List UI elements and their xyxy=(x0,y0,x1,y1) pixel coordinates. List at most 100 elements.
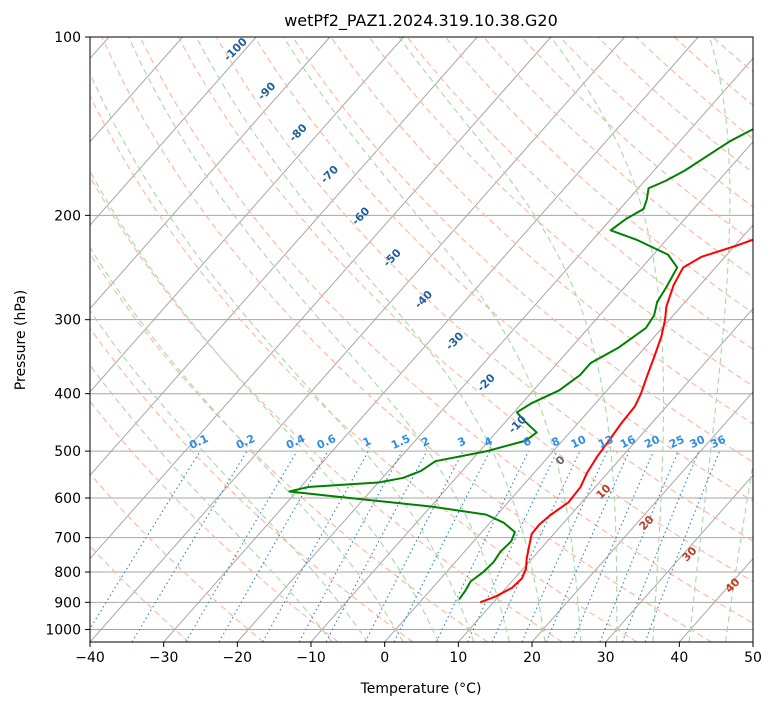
y-tick-label: 500 xyxy=(54,444,81,460)
dry-adiabat-line xyxy=(215,37,753,542)
x-tick-label: −40 xyxy=(75,650,105,666)
mixing-ratio-label: 30 xyxy=(688,433,708,451)
moist-adiabat-line xyxy=(90,170,439,642)
y-tick-label: 1000 xyxy=(45,622,81,638)
dry-adiabat-line xyxy=(90,327,414,642)
mixing-ratio-label: 16 xyxy=(618,433,638,451)
dry-adiabat-line xyxy=(368,37,753,387)
temperature-profile-line xyxy=(479,238,753,604)
mixing-ratio-label: 0.4 xyxy=(284,432,307,452)
isotherm-line xyxy=(90,37,625,642)
mixing-ratio-line xyxy=(435,450,530,642)
dry-adiabat-label: -50 xyxy=(381,246,404,269)
mixing-ratio-line xyxy=(131,450,248,642)
x-tick-label: 30 xyxy=(597,650,615,666)
mixing-ratio-line xyxy=(467,450,558,642)
isotherm-line xyxy=(384,224,753,642)
x-tick-label: −20 xyxy=(223,650,253,666)
isotherm-line xyxy=(90,37,331,310)
dry-adiabat-label: -30 xyxy=(443,329,466,352)
isotherm-line xyxy=(310,141,753,642)
mixing-ratio-line xyxy=(393,450,491,642)
moist-adiabat-label: 20 xyxy=(637,513,657,533)
dry-adiabat-line xyxy=(90,94,638,642)
isotherm-line xyxy=(90,37,552,560)
y-tick-label: 300 xyxy=(54,313,81,329)
dry-adiabat-label: -70 xyxy=(318,163,341,186)
isotherm-line xyxy=(90,37,404,393)
mixing-ratio-line xyxy=(298,450,403,642)
dry-adiabat-line xyxy=(177,37,753,583)
mixing-ratio-label: 8 xyxy=(550,434,562,449)
mixing-ratio-line xyxy=(218,450,329,642)
mixing-ratio-label: 20 xyxy=(642,433,662,451)
dry-adiabat-label: -20 xyxy=(475,371,498,394)
y-tick-label: 400 xyxy=(54,387,81,403)
dry-adiabat-line xyxy=(90,472,264,642)
mixing-ratio-line xyxy=(644,450,721,642)
moist-adiabat-line xyxy=(195,37,546,642)
dry-adiabat-label: -40 xyxy=(412,288,435,311)
mixing-ratio-label: 2 xyxy=(419,434,431,449)
moist-adiabat-line xyxy=(90,72,475,642)
tick-layer: −40 −30 −20 −10 0 10 20 30 40 50 100 200 300 400 500 60… xyxy=(45,30,762,666)
mixing-ratio-line xyxy=(364,450,464,642)
y-tick-label: 800 xyxy=(54,565,81,581)
x-tick-label: 40 xyxy=(670,650,688,666)
x-tick-label: −30 xyxy=(149,650,179,666)
moist-adiabat-label: 10 xyxy=(594,482,614,502)
mixing-ratio-line xyxy=(90,450,201,630)
dry-adiabat-line xyxy=(559,37,753,208)
isotherm-line xyxy=(236,57,753,642)
mixing-ratio-line xyxy=(599,450,679,642)
mixing-ratio-label: 3 xyxy=(456,434,468,449)
dewpoint-profile-line xyxy=(288,128,753,601)
moist-adiabat-line xyxy=(688,37,731,642)
x-tick-label: 20 xyxy=(523,650,541,666)
dry-adiabat-line xyxy=(330,37,753,425)
dry-adiabat-line xyxy=(90,545,190,642)
dry-adiabat-line xyxy=(101,37,712,642)
mixing-ratio-label: 1.5 xyxy=(389,432,412,452)
mixing-ratio-line xyxy=(325,450,428,642)
x-tick-label: 10 xyxy=(449,650,467,666)
dry-adiabat-line xyxy=(635,37,753,140)
isotherm-line xyxy=(90,37,183,143)
isotherm-line xyxy=(90,37,478,477)
dry-adiabat-label: -60 xyxy=(349,204,372,227)
chart-title: wetPf2_PAZ1.2024.319.10.38.G20 xyxy=(284,11,558,31)
dry-adiabat-line xyxy=(139,37,753,624)
series-layer xyxy=(288,128,753,604)
moist-adiabat-line xyxy=(725,461,753,642)
y-tick-label: 200 xyxy=(54,208,81,224)
dry-adiabat-line xyxy=(90,400,339,642)
dry-adiabat-label: -80 xyxy=(287,121,310,144)
isotherm-line xyxy=(752,641,753,642)
dry-adiabat-label: -10 xyxy=(506,413,529,436)
mixing-ratio-line xyxy=(262,450,369,642)
moist-adiabat-line xyxy=(90,309,369,642)
x-axis-label: Temperature (°C) xyxy=(360,681,482,697)
isotherm-line xyxy=(163,37,699,642)
moist-adiabat-line xyxy=(283,37,582,642)
isotherm-line xyxy=(457,307,753,642)
dry-adiabat-line xyxy=(292,37,753,463)
plot-frame xyxy=(89,36,754,643)
dry-adiabat-line xyxy=(254,37,753,502)
mixing-ratio-label: 25 xyxy=(667,433,686,451)
moist-adiabat-line xyxy=(550,37,665,642)
dry-adiabat-line xyxy=(712,37,753,73)
mixing-ratio-label: 1 xyxy=(361,434,373,449)
y-tick-label: 100 xyxy=(54,30,81,46)
y-tick-label: 900 xyxy=(54,595,81,611)
y-tick-label: 700 xyxy=(54,531,81,547)
isotherm-line xyxy=(90,37,257,226)
y-tick-label: 600 xyxy=(54,491,81,507)
mixing-ratio-label: 10 xyxy=(569,433,589,451)
mixing-ratio-label: 0.2 xyxy=(234,432,257,452)
moist-adiabat-label: 40 xyxy=(723,575,743,595)
mixing-ratio-label: 36 xyxy=(708,433,728,451)
moist-adiabat-line xyxy=(128,37,510,642)
thermo-lines-layer xyxy=(90,37,753,642)
